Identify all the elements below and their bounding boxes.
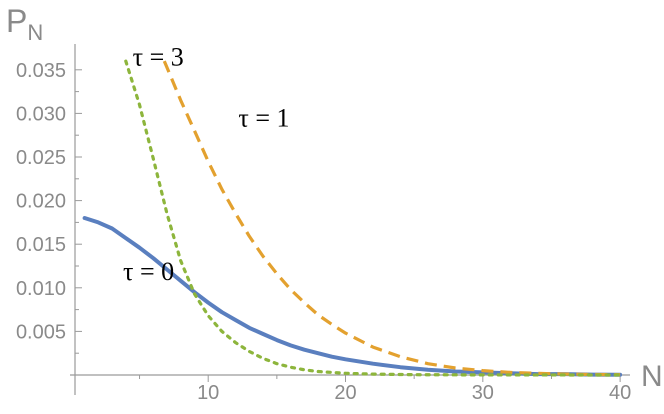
series-annotation-2: τ = 0 bbox=[123, 257, 174, 286]
axes bbox=[70, 44, 630, 395]
series-annotation-1: τ = 1 bbox=[238, 103, 289, 132]
y-axis-title-sub: N bbox=[27, 20, 43, 45]
y-tick-label: 0.020 bbox=[16, 191, 66, 213]
y-tick-label: 0.005 bbox=[16, 321, 66, 343]
y-tick-label: 0.025 bbox=[16, 147, 66, 169]
x-axis-title: N bbox=[641, 360, 663, 393]
annotations: τ = 3 τ = 1 τ = 0 bbox=[123, 42, 289, 286]
ticks: 10 20 30 40 0.005 0.010 0.015 0.020 0.025 0.030 0.… bbox=[16, 60, 631, 404]
x-tick-label: 10 bbox=[197, 382, 219, 404]
x-tick-label: 40 bbox=[609, 382, 631, 404]
series-line-2 bbox=[124, 59, 622, 377]
y-tick-label: 0.010 bbox=[16, 278, 66, 300]
y-tick-label: 0.030 bbox=[16, 103, 66, 125]
y-axis-title: PN bbox=[6, 3, 43, 45]
x-tick-label: 20 bbox=[334, 382, 356, 404]
y-tick-label: 0.035 bbox=[16, 60, 66, 82]
x-tick-label: 30 bbox=[472, 382, 494, 404]
y-axis-title-main: P bbox=[6, 3, 27, 39]
series-line-1 bbox=[162, 60, 621, 377]
series-annotation-0: τ = 3 bbox=[133, 42, 184, 71]
series-layer bbox=[82, 59, 623, 377]
y-tick-label: 0.015 bbox=[16, 234, 66, 256]
series-line-0 bbox=[82, 216, 623, 377]
